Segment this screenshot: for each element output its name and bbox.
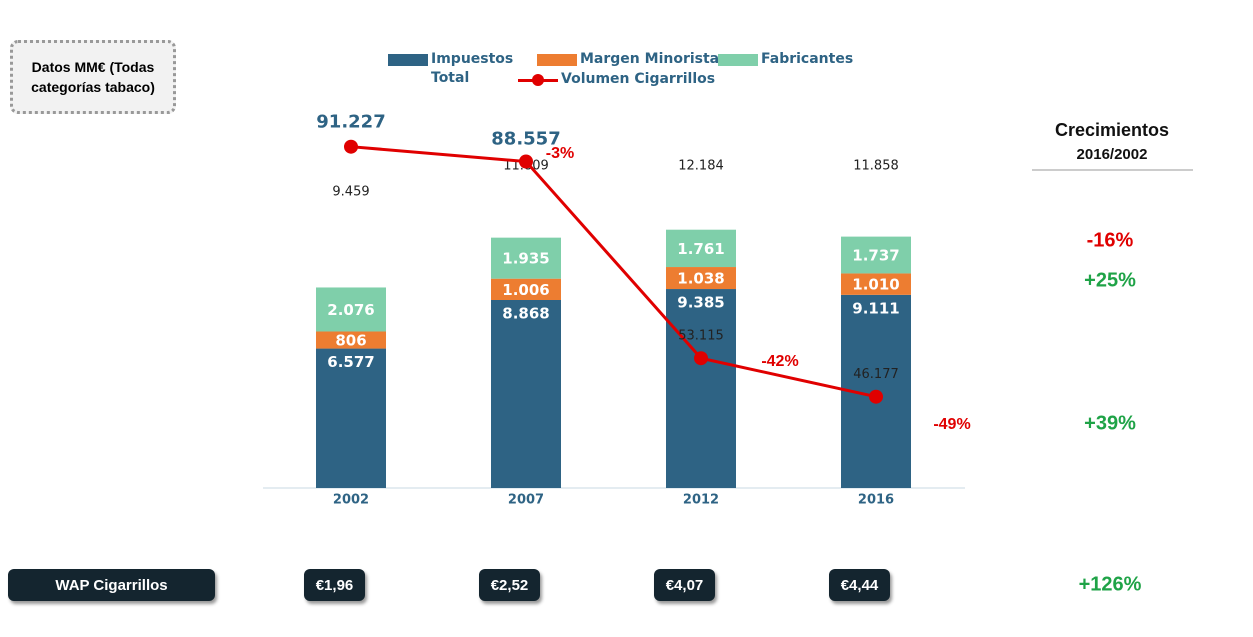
total-label: 9.459 (332, 185, 369, 200)
bar-value-label: 1.010 (852, 276, 899, 294)
line-point (519, 154, 533, 169)
bar-segment (491, 278, 561, 300)
bar-value-label: 1.038 (677, 270, 724, 288)
legend-swatch (532, 74, 544, 86)
bar-segment (666, 289, 736, 488)
growth-label: +25% (1084, 269, 1136, 291)
wap-value: €2,52 (479, 569, 540, 601)
bar-segment (316, 331, 386, 349)
wap-value: €4,07 (654, 569, 715, 601)
legend-label: Margen Minorista (580, 51, 720, 67)
bar-segment (841, 273, 911, 295)
growth-title: Crecimientos (1055, 120, 1169, 140)
growth-label: +39% (1084, 412, 1136, 434)
wap-value: €4,44 (829, 569, 890, 601)
legend-label: Volumen Cigarrillos (561, 71, 716, 87)
bar-segment (316, 287, 386, 332)
x-tick-label: 2007 (508, 493, 544, 508)
total-label: 12.184 (678, 159, 724, 174)
wap-growth: +126% (1079, 573, 1142, 595)
bar-value-label: 1.737 (852, 247, 899, 265)
bar-segment (491, 237, 561, 279)
bar-value-label: 9.385 (677, 294, 724, 312)
change-annotation: -49% (933, 416, 970, 433)
change-annotation: -3% (546, 145, 574, 162)
bar-segment (491, 299, 561, 488)
line-value-label: 53.115 (678, 329, 724, 344)
line-point (344, 139, 358, 154)
legend-swatch (718, 54, 758, 66)
bar-value-label: 1.935 (502, 250, 549, 268)
wap-label: WAP Cigarrillos (8, 569, 215, 601)
wap-value: €1,96 (304, 569, 365, 601)
legend-label: Fabricantes (761, 51, 854, 67)
bar-value-label: 1.006 (502, 281, 549, 299)
x-tick-label: 2002 (333, 493, 369, 508)
bar-value-label: 8.868 (502, 304, 549, 322)
legend-swatch (388, 54, 428, 66)
bar-value-label: 6.577 (327, 353, 374, 371)
growth-label: -16% (1087, 229, 1134, 251)
line-point (694, 351, 708, 366)
line (350, 145, 877, 399)
line-point (869, 389, 883, 404)
bar-value-label: 1.761 (677, 240, 724, 258)
x-tick-label: 2012 (683, 493, 719, 508)
line-value-label: 88.557 (491, 129, 560, 150)
total-label: 11.858 (853, 159, 899, 174)
bar-value-label: 806 (335, 332, 366, 350)
change-annotation: -42% (761, 353, 798, 370)
bar-segment (316, 348, 386, 488)
legend-swatch (537, 54, 577, 66)
x-tick-label: 2016 (858, 493, 894, 508)
line-value-label: 91.227 (316, 112, 385, 133)
bar-segment (841, 236, 911, 274)
info-box: Datos MM€ (Todas categorías tabaco) (10, 40, 176, 114)
bar-value-label: 2.076 (327, 301, 374, 319)
growth-subtitle: 2016/2002 (1077, 146, 1148, 163)
legend-label: Impuestos Total (431, 51, 514, 86)
line-value-label: 46.177 (853, 367, 899, 382)
bar-segment (666, 229, 736, 268)
bar-value-label: 9.111 (852, 299, 899, 317)
bar-segment (666, 267, 736, 290)
